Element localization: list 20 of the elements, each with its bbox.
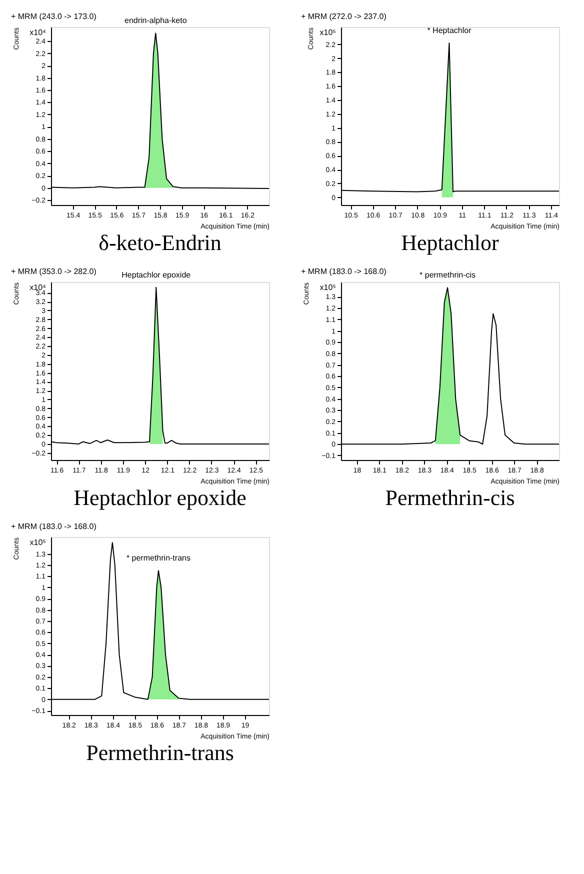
annotation: * permethrin-trans: [126, 554, 190, 563]
annotation: endrin-alpha-keto: [124, 16, 188, 26]
text: Heptachlor: [401, 230, 500, 255]
text: Heptachlor epoxide: [74, 485, 246, 510]
chart-subtitle: + MRM (183.0 -> 168.0): [11, 522, 97, 531]
annotation: * Heptachlor: [427, 26, 472, 35]
text: x10⁴: [30, 283, 47, 292]
text: x10⁵: [30, 538, 46, 547]
annotation: * permethrin-cis: [420, 270, 476, 280]
chart-subtitle: + MRM (243.0 -> 173.0): [11, 12, 97, 21]
text: x10⁴: [30, 28, 47, 37]
text: Permethrin-cis: [385, 485, 515, 510]
annotation: Heptachlor epoxide: [122, 270, 192, 280]
text: δ-keto-Endrin: [98, 230, 222, 255]
text: Permethrin-trans: [86, 740, 234, 765]
chart-subtitle: + MRM (353.0 -> 282.0): [11, 267, 97, 276]
text: x10⁵: [320, 28, 336, 37]
chart-subtitle: + MRM (272.0 -> 237.0): [301, 12, 387, 21]
text: x10⁵: [320, 283, 336, 292]
chart-subtitle: + MRM (183.0 -> 168.0): [301, 267, 387, 276]
